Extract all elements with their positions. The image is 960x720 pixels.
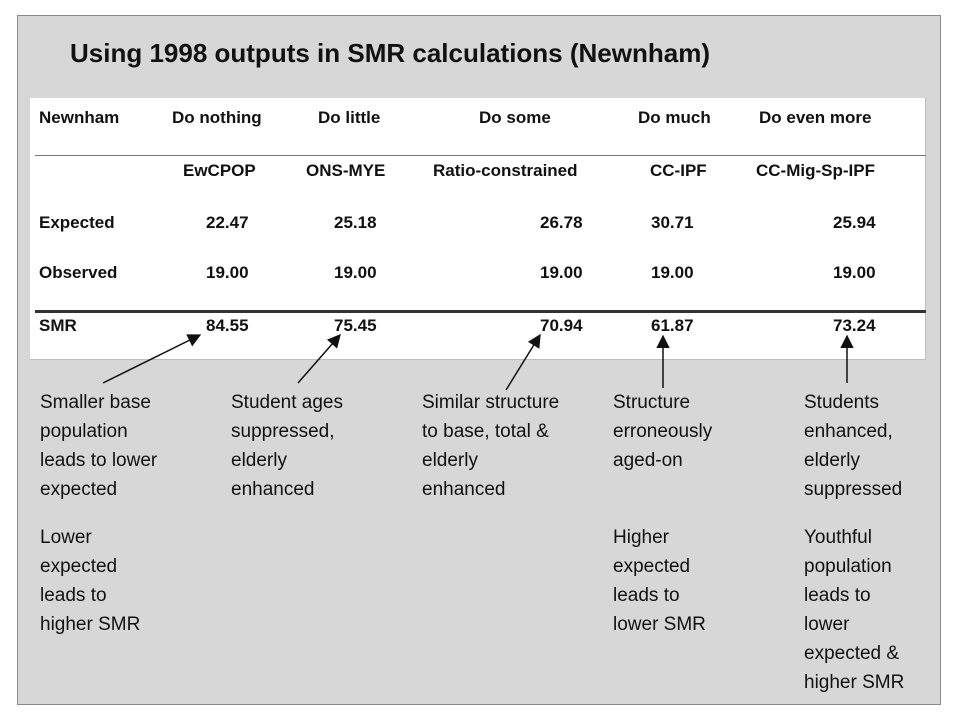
header-do-little: Do little — [318, 108, 381, 127]
header-divider — [35, 155, 926, 156]
smr-do-much: 61.87 — [651, 316, 694, 335]
explanation-youthful-population: Youthful population leads to lower expec… — [804, 527, 905, 693]
header-area: Newnham — [39, 108, 120, 127]
smr-do-little: 75.45 — [334, 316, 377, 335]
header-do-nothing: Do nothing — [172, 108, 262, 127]
slide-title: Using 1998 outputs in SMR calculations (… — [70, 38, 710, 68]
method-ewcpop: EwCPOP — [183, 161, 256, 180]
smr-do-even-more: 73.24 — [833, 316, 876, 335]
row-label-observed: Observed — [39, 263, 118, 282]
smr-table: Newnham Do nothing Do little Do some Do … — [30, 98, 926, 360]
note-do-little: Student ages suppressed, elderly enhance… — [231, 392, 343, 500]
row-label-expected: Expected — [39, 213, 115, 232]
observed-do-even-more: 19.00 — [833, 263, 876, 282]
method-cc-mig-sp-ipf: CC-Mig-Sp-IPF — [756, 161, 875, 180]
observed-do-nothing: 19.00 — [206, 263, 249, 282]
method-ratio-constrained: Ratio-constrained — [433, 161, 578, 180]
method-cc-ipf: CC-IPF — [650, 161, 707, 180]
expected-do-even-more: 25.94 — [833, 213, 876, 232]
expected-do-some: 26.78 — [540, 213, 583, 232]
explanation-higher-expected: Higher expected leads to lower SMR — [613, 527, 706, 635]
note-do-much: Structure erroneously aged-on — [613, 392, 713, 471]
expected-do-little: 25.18 — [334, 213, 377, 232]
note-do-some: Similar structure to base, total & elder… — [422, 392, 560, 500]
header-do-even-more: Do even more — [759, 108, 872, 127]
method-ons-mye: ONS-MYE — [306, 161, 386, 180]
row-label-smr: SMR — [39, 316, 77, 335]
observed-do-little: 19.00 — [334, 263, 377, 282]
note-do-nothing: Smaller base population leads to lower e… — [40, 392, 158, 500]
header-do-some: Do some — [479, 108, 551, 127]
note-do-even-more: Students enhanced, elderly suppressed — [804, 392, 903, 500]
expected-do-nothing: 22.47 — [206, 213, 249, 232]
header-do-much: Do much — [638, 108, 711, 127]
observed-do-much: 19.00 — [651, 263, 694, 282]
expected-do-much: 30.71 — [651, 213, 694, 232]
smr-do-some: 70.94 — [540, 316, 583, 335]
smr-do-nothing: 84.55 — [206, 316, 249, 335]
smr-divider — [35, 310, 926, 313]
observed-do-some: 19.00 — [540, 263, 583, 282]
explanation-lower-expected: Lower expected leads to higher SMR — [40, 527, 141, 635]
